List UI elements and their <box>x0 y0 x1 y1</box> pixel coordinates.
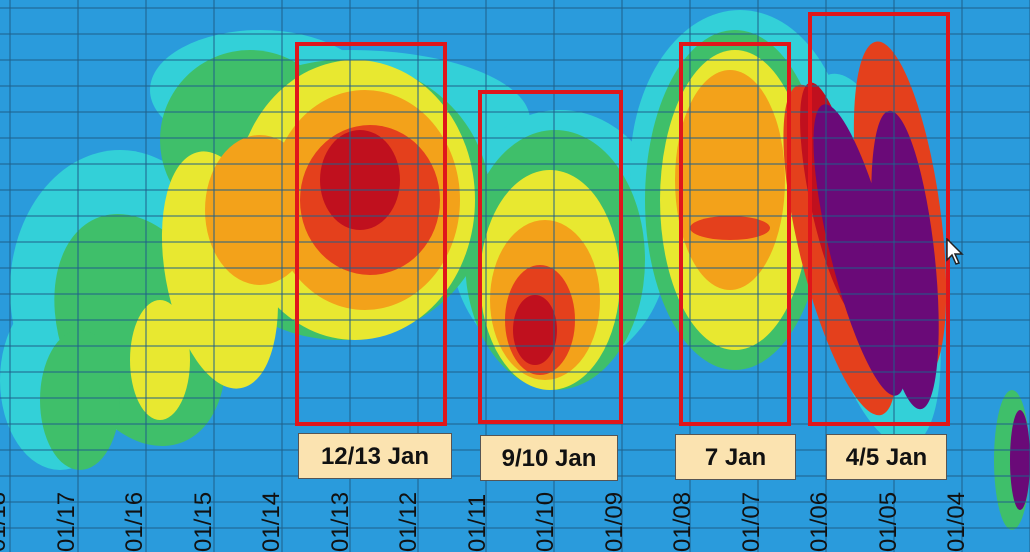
event-label-12-13-jan: 12/13 Jan <box>298 433 452 479</box>
x-tick-label: 01/18 <box>0 491 11 552</box>
mouse-pointer-icon <box>946 238 964 265</box>
x-tick-label: 01/17 <box>52 491 80 552</box>
event-box <box>808 12 950 426</box>
x-tick-label: 01/04 <box>943 491 970 552</box>
x-tick-label: 01/13 <box>326 491 354 552</box>
low-mid-intensity-region <box>40 330 120 470</box>
intensity-blobs <box>0 10 1030 530</box>
event-box <box>478 90 623 424</box>
x-tick-label: 01/10 <box>532 491 559 552</box>
x-tick-label: 01/08 <box>669 491 696 552</box>
x-tick-label: 01/16 <box>121 491 148 552</box>
x-tick-label: 01/07 <box>737 491 765 552</box>
max-intensity-region <box>871 110 939 410</box>
max-intensity-region <box>813 104 907 396</box>
x-tick-label: 01/12 <box>395 491 422 552</box>
event-boxes <box>295 12 950 426</box>
event-label-7-jan: 7 Jan <box>675 434 796 480</box>
max-intensity-region <box>1010 410 1030 510</box>
x-tick-label: 01/06 <box>806 491 833 552</box>
x-tick-label: 01/05 <box>874 491 902 552</box>
event-box <box>295 42 447 426</box>
higher-intensity-region <box>690 216 770 240</box>
event-label-9-10-jan: 9/10 Jan <box>480 435 618 481</box>
x-tick-label: 01/11 <box>463 493 491 552</box>
mid-intensity-region <box>130 300 190 420</box>
event-label-4-5-jan: 4/5 Jan <box>826 434 947 480</box>
x-tick-label: 01/14 <box>258 491 285 552</box>
peak-intensity-region <box>513 295 557 365</box>
high-intensity-region <box>675 70 785 290</box>
event-box <box>679 42 791 426</box>
x-tick-label: 01/15 <box>189 491 217 552</box>
peak-intensity-region <box>320 130 400 230</box>
x-tick-label: 01/09 <box>600 491 628 552</box>
